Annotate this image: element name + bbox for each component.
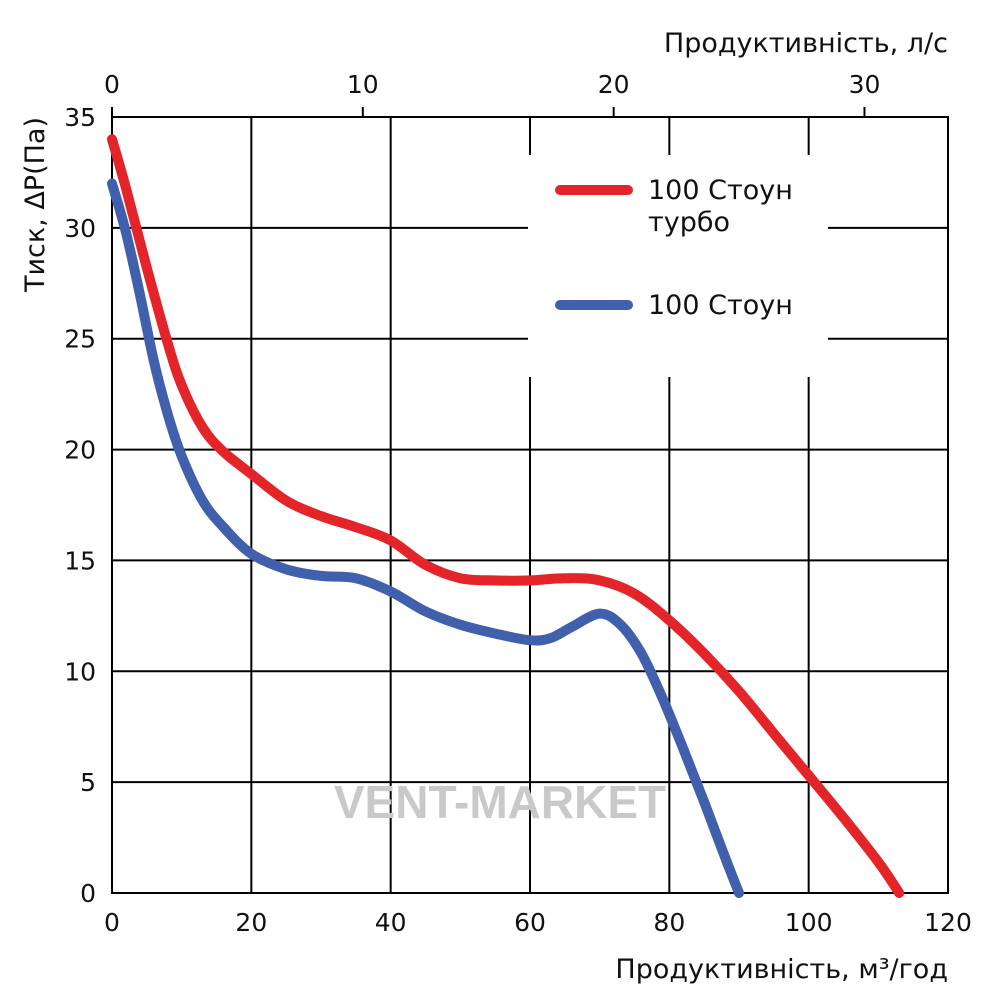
x-tick-label: 100 <box>785 908 833 937</box>
series-lines <box>107 134 905 898</box>
series-line-1 <box>107 178 744 898</box>
y-tick-label: 0 <box>80 879 96 908</box>
top-axis-label: Продуктивність, л/с <box>664 28 948 59</box>
y-tick-label: 15 <box>64 546 96 575</box>
x-tick-label: 80 <box>653 908 685 937</box>
y-axis-label: Тиск, ΔP(Па) <box>20 117 51 293</box>
y-tick-label: 5 <box>80 768 96 797</box>
y-tick-label: 25 <box>64 325 96 354</box>
series-line-0 <box>107 134 905 898</box>
x-axis-label: Продуктивність, м³/год <box>615 954 948 985</box>
x-tick-label: 0 <box>104 908 120 937</box>
y-axis-ticks: 0 5 10 15 20 25 30 35 <box>64 103 96 908</box>
x-tick-label: 60 <box>514 908 546 937</box>
watermark-text: VENT-MARKET <box>334 776 666 828</box>
top-tick-label: 10 <box>347 70 379 99</box>
legend-label: турбо <box>648 207 730 238</box>
top-axis-ticks: 0 10 20 30 <box>104 70 880 117</box>
top-tick-label: 20 <box>598 70 630 99</box>
top-tick-label: 0 <box>104 70 120 99</box>
x-tick-label: 20 <box>235 908 267 937</box>
x-tick-label: 40 <box>375 908 407 937</box>
legend-label: 100 Стоун <box>648 290 793 321</box>
top-tick-label: 30 <box>849 70 881 99</box>
legend-label: 100 Стоун <box>648 175 793 206</box>
y-tick-label: 20 <box>64 436 96 465</box>
x-tick-label: 120 <box>924 908 972 937</box>
y-tick-label: 10 <box>64 657 96 686</box>
x-axis-ticks: 0 20 40 60 80 100 120 <box>104 908 972 937</box>
plot-frame <box>111 116 949 894</box>
y-tick-label: 35 <box>64 103 96 132</box>
y-tick-label: 30 <box>64 214 96 243</box>
